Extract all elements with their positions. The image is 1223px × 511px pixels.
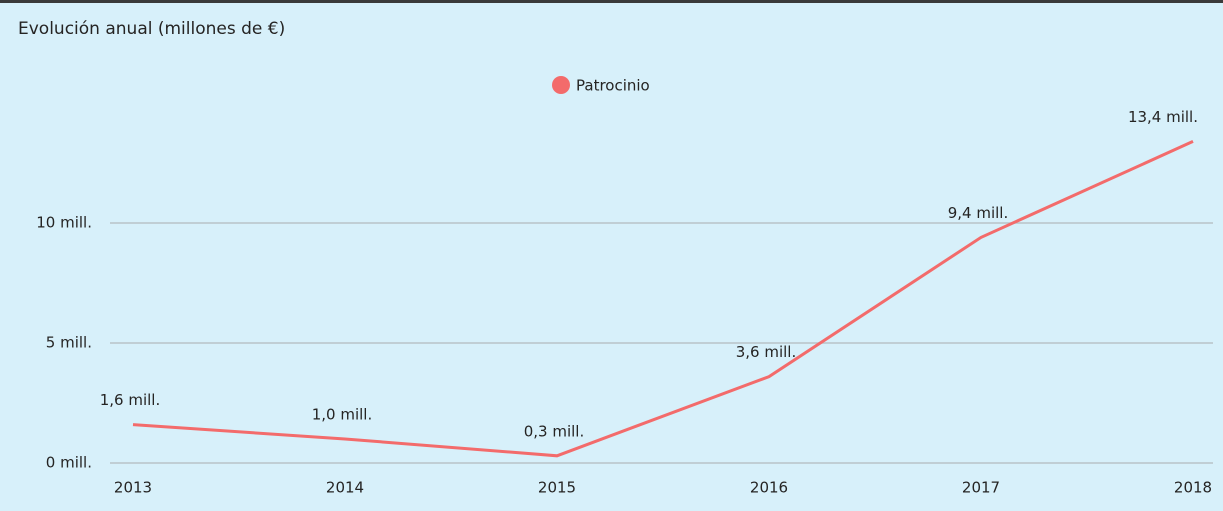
data-label: 9,4 mill. — [948, 204, 1009, 222]
data-label: 3,6 mill. — [736, 343, 797, 361]
top-border — [0, 0, 1223, 3]
line — [132, 140, 1194, 458]
data-label: 1,0 mill. — [312, 406, 373, 424]
data-label: 13,4 mill. — [1128, 108, 1198, 126]
legend-marker — [552, 76, 570, 94]
x-tick-label: 2018 — [1174, 479, 1212, 497]
legend-label: Patrocinio — [576, 77, 650, 95]
y-tick-label: 0 mill. — [46, 454, 92, 472]
y-tick-label: 10 mill. — [36, 214, 92, 232]
x-tick-label: 2017 — [962, 479, 1000, 497]
x-tick-label: 2013 — [114, 479, 152, 497]
chart-title: Evolución anual (millones de €) — [18, 19, 285, 39]
data-label: 1,6 mill. — [100, 391, 161, 409]
x-tick-label: 2016 — [750, 479, 788, 497]
x-tick-label: 2014 — [326, 479, 364, 497]
data-label: 0,3 mill. — [524, 422, 585, 440]
y-tick-label: 5 mill. — [46, 334, 92, 352]
x-tick-label: 2015 — [538, 479, 576, 497]
